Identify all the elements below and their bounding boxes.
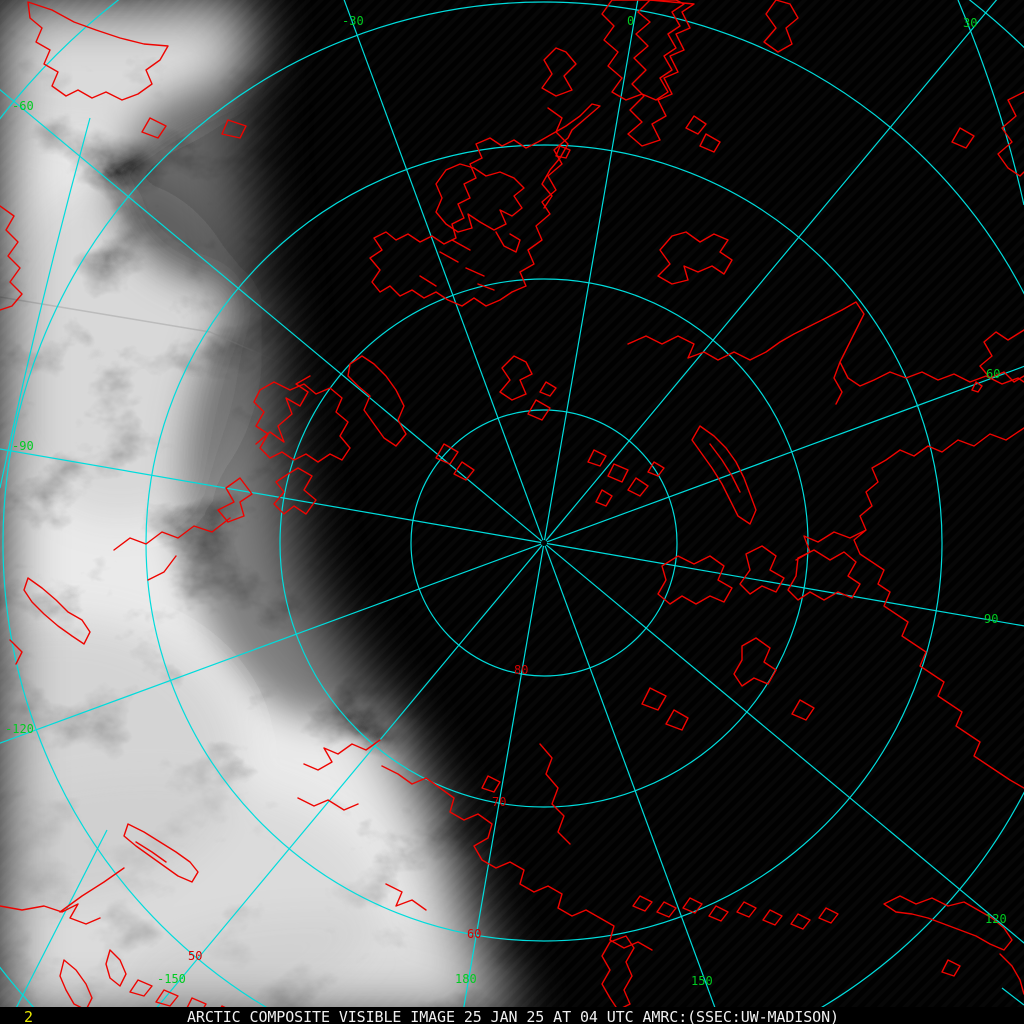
meridian-line--90 (0, 448, 542, 544)
meridian-label-60: 60 (986, 367, 1000, 381)
coastline-denmark (763, 0, 799, 53)
latitude-circle-70 (279, 278, 809, 808)
meridian-line-150 (544, 545, 722, 1024)
coastline-canadian-archipelago-2 (273, 467, 317, 515)
composite-seam-line-0 (0, 117, 91, 489)
coastline-norway-islets (685, 115, 721, 153)
caption-text: ARCTIC COMPOSITE VISIBLE IMAGE 25 JAN 25… (187, 1008, 839, 1024)
coastline-aleutian-islets (632, 895, 839, 930)
coastline-canadian-archipelago-3 (217, 477, 253, 523)
coastline-south-norway (627, 0, 695, 147)
meridian-label--120: -120 (5, 722, 34, 736)
meridian-label-0: 0 (627, 14, 634, 28)
meridian-line--180 (460, 545, 545, 1024)
meridian-line--60 (0, 88, 543, 542)
coastline-faroe (555, 145, 571, 159)
meridian-label--30: -30 (342, 14, 364, 28)
coastline-pechora-coast (971, 329, 1024, 393)
coastline-taymyr (787, 549, 861, 601)
meridian-line-0 (543, 0, 639, 541)
coastline-gulf-of-bothnia (657, 231, 733, 285)
coastline-ireland (541, 47, 577, 97)
coastline-right-edge-coast (951, 91, 1024, 177)
coastline-labrador-coast (255, 375, 311, 445)
meridian-line--150 (142, 544, 543, 1024)
coastline-siberia-mainland (795, 427, 1024, 789)
meridian-line-120 (545, 544, 1024, 944)
coastline-greenland (369, 103, 601, 307)
coastline-britain (601, 0, 685, 101)
coastline-franz-josef-land (587, 449, 665, 507)
latitude-label-60: 60 (467, 927, 481, 941)
meridian-label--90: -90 (12, 439, 34, 453)
meridian-line-60 (546, 365, 1024, 543)
latitude-circle-80 (410, 409, 678, 677)
page-indicator: 2 (24, 1008, 34, 1024)
meridian-label-150: 150 (691, 974, 713, 988)
coastline-scotland-coast (541, 107, 569, 209)
meridian-label-180: 180 (455, 972, 477, 986)
latitude-circle-60 (145, 144, 943, 942)
coastline-newfoundland (27, 1, 169, 101)
composite-seam-line-3 (1001, 987, 1024, 1006)
coastline-hudson-coast (113, 517, 231, 581)
meridian-label--60: -60 (12, 99, 34, 113)
coastline-greenland-fjords (419, 239, 495, 291)
meridian-line--120 (0, 543, 542, 744)
coastline-baffin-island (347, 355, 407, 447)
coastline-severnaya-zemlya-1 (657, 555, 733, 605)
bright-cloud-bottom (130, 915, 510, 1024)
coastline-iceland (435, 163, 525, 253)
coastline-okhotsk-coast (0, 867, 125, 925)
coastline-chukotka-coast (381, 743, 653, 951)
dark-wedge-terminator (180, 240, 480, 720)
coastline-lake-winnipeg (9, 577, 91, 665)
meridian-line-30 (545, 0, 998, 542)
map-label-layer: -30 0 30 -60 -90 -120 -150 180 150 60 90 120 80 70 60 5… (5, 14, 1007, 988)
coastline-aleutian-mass (883, 895, 1024, 995)
coastline-alaska-coast (297, 739, 427, 911)
meridian-line-90 (546, 542, 1024, 627)
coastline-islet-near-70 (481, 775, 501, 793)
meridian-label-90: 90 (984, 612, 998, 626)
coastline-quebec-coast (0, 205, 23, 311)
day-imagery-layer (0, 0, 780, 1024)
coastline-ellesmere-islets (435, 443, 475, 481)
coastline-severnaya-zemlya-2 (739, 545, 785, 595)
coastline-siberian-islands (641, 637, 815, 731)
coastline-canadian-archipelago-1 (253, 381, 351, 463)
meridian-label-120: 120 (985, 912, 1007, 926)
meridian-label-30: 30 (963, 16, 977, 30)
latitude-label-70: 70 (492, 795, 506, 809)
coastline-kamchatka-west (123, 823, 199, 883)
swath-seam-edge (0, 296, 321, 381)
caption-bar: 2 ARCTIC COMPOSITE VISIBLE IMAGE 25 JAN … (0, 1007, 1024, 1024)
composite-seam-line-1 (7, 829, 108, 1024)
latitude-label-50: 50 (188, 949, 202, 963)
meridian-line--30 (343, 0, 544, 541)
meridian-label--150: -150 (157, 972, 186, 986)
coastline-svalbard (499, 355, 557, 421)
composite-seam-line-2 (957, 0, 1024, 206)
latitude-label-80: 80 (514, 663, 528, 677)
coastline-novaya-zemlya (691, 425, 757, 525)
coastline-white-sea-coast (627, 301, 1024, 405)
coastline-newfoundland-islets (141, 117, 247, 139)
